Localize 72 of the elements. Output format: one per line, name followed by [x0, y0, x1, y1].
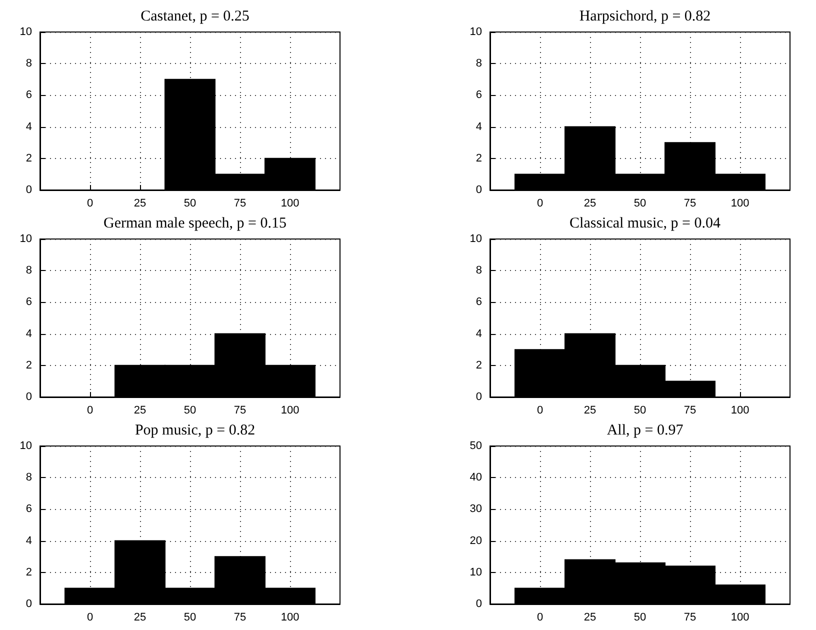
- y-tick-label: 10: [470, 566, 482, 578]
- y-tick-label: 10: [470, 233, 482, 245]
- x-tick-label: 25: [134, 404, 146, 416]
- x-tick-label: 100: [730, 198, 750, 210]
- y-tick-label: 20: [470, 534, 482, 547]
- x-tick-label: 75: [234, 404, 246, 416]
- x-tick-label: 50: [634, 198, 646, 210]
- x-tick-label: 0: [536, 198, 544, 210]
- y-tick-label: 6: [26, 296, 32, 308]
- x-tick-label: 0: [536, 612, 544, 624]
- y-tick-label: 0: [476, 391, 482, 403]
- x-tick-label: 0: [86, 612, 94, 624]
- x-tick-label: 0: [536, 404, 544, 416]
- chart-title: Classical music, p = 0.04: [570, 216, 721, 232]
- y-tick-label: 8: [476, 264, 482, 277]
- y-tick-label: 4: [26, 120, 32, 133]
- x-tick-label: 100: [280, 612, 300, 624]
- y-tick-label: 0: [476, 184, 482, 196]
- y-tick-label: 8: [26, 58, 32, 70]
- y-tick-label: 2: [26, 152, 32, 164]
- x-tick-label: 50: [184, 404, 196, 416]
- y-tick-label: 6: [476, 296, 482, 308]
- x-tick-label: 100: [280, 198, 300, 210]
- y-tick-label: 10: [20, 26, 32, 38]
- x-tick-label: 25: [584, 404, 596, 416]
- x-tick-label: 50: [184, 612, 196, 624]
- y-tick-label: 10: [20, 440, 32, 452]
- y-tick-label: 6: [26, 503, 32, 516]
- x-tick-label: 100: [730, 404, 750, 416]
- y-tick-label: 0: [476, 598, 482, 610]
- x-tick-label: 75: [684, 404, 696, 416]
- y-tick-label: 0: [26, 391, 32, 403]
- y-tick-label: 0: [26, 598, 32, 610]
- x-tick-label: 100: [280, 404, 300, 416]
- y-tick-label: 10: [20, 233, 32, 245]
- y-tick-label: 8: [26, 472, 32, 484]
- x-tick-label: 75: [684, 612, 696, 624]
- y-tick-label: 2: [476, 359, 482, 372]
- y-tick-label: 4: [476, 328, 482, 340]
- x-tick-label: 75: [684, 198, 696, 210]
- x-tick-label: 0: [86, 404, 94, 416]
- chart-title: All, p = 0.97: [606, 422, 684, 438]
- x-tick-label: 25: [134, 612, 146, 624]
- y-tick-label: 30: [470, 503, 482, 516]
- chart-title: German male speech, p = 0.15: [104, 216, 286, 232]
- y-tick-label: 0: [26, 184, 32, 196]
- y-tick-label: 6: [476, 89, 482, 102]
- y-tick-label: 4: [26, 534, 32, 547]
- y-tick-label: 4: [476, 120, 482, 133]
- y-tick-label: 2: [476, 152, 482, 164]
- x-tick-label: 50: [184, 198, 196, 210]
- y-tick-label: 8: [476, 58, 482, 70]
- x-tick-label: 25: [584, 612, 596, 624]
- x-tick-label: 25: [584, 198, 596, 210]
- y-tick-label: 2: [26, 566, 32, 578]
- x-tick-label: 75: [234, 198, 246, 210]
- y-tick-label: 4: [26, 328, 32, 340]
- y-tick-label: 6: [26, 89, 32, 102]
- x-tick-label: 25: [134, 198, 146, 210]
- x-tick-label: 50: [634, 612, 646, 624]
- x-tick-label: 0: [86, 198, 94, 210]
- chart-title: Harpsichord, p = 0.82: [579, 8, 711, 24]
- chart-title: Pop music, p = 0.82: [134, 422, 256, 438]
- chart-title: Castanet, p = 0.25: [140, 8, 250, 24]
- y-tick-label: 2: [26, 359, 32, 372]
- y-tick-label: 40: [470, 472, 482, 484]
- y-tick-label: 8: [26, 264, 32, 277]
- y-tick-label: 50: [470, 440, 482, 452]
- x-tick-label: 50: [634, 404, 646, 416]
- x-tick-label: 100: [730, 612, 750, 624]
- y-tick-label: 10: [470, 26, 482, 38]
- x-tick-label: 75: [234, 612, 246, 624]
